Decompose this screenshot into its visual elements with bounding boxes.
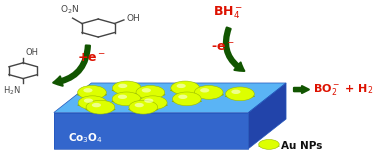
Ellipse shape (128, 108, 158, 111)
Circle shape (136, 85, 165, 99)
Circle shape (138, 96, 167, 110)
Ellipse shape (172, 99, 202, 103)
Text: BO$_2^-$ + H$_2$: BO$_2^-$ + H$_2$ (313, 82, 374, 97)
Ellipse shape (135, 93, 166, 97)
FancyArrowPatch shape (53, 45, 90, 86)
Circle shape (200, 88, 209, 93)
Circle shape (178, 95, 187, 99)
Circle shape (144, 99, 153, 103)
FancyArrowPatch shape (224, 28, 244, 71)
Text: O$_2$N: O$_2$N (60, 3, 79, 16)
Circle shape (226, 87, 254, 101)
Ellipse shape (77, 103, 107, 107)
Circle shape (86, 100, 115, 114)
Text: OH: OH (127, 14, 141, 23)
Ellipse shape (112, 99, 142, 103)
Ellipse shape (225, 94, 255, 98)
Circle shape (142, 88, 151, 93)
Ellipse shape (138, 103, 168, 107)
Ellipse shape (85, 108, 116, 111)
Circle shape (129, 100, 158, 114)
Circle shape (231, 90, 240, 94)
Ellipse shape (170, 88, 200, 92)
Polygon shape (248, 83, 286, 149)
Text: -e$^-$: -e$^-$ (211, 41, 235, 54)
Text: BH$_4^-$: BH$_4^-$ (213, 4, 243, 21)
Polygon shape (54, 113, 248, 149)
Circle shape (259, 139, 279, 149)
Circle shape (177, 84, 186, 88)
Circle shape (78, 96, 107, 110)
FancyArrowPatch shape (294, 86, 309, 93)
Circle shape (171, 81, 200, 95)
Circle shape (84, 88, 93, 93)
Circle shape (77, 85, 106, 99)
Text: H$_2$N: H$_2$N (3, 84, 21, 97)
Ellipse shape (194, 93, 224, 97)
Circle shape (112, 92, 141, 106)
Circle shape (118, 84, 127, 88)
Ellipse shape (258, 145, 280, 148)
Ellipse shape (112, 88, 142, 92)
Circle shape (84, 99, 93, 103)
Circle shape (172, 92, 201, 106)
Circle shape (92, 103, 101, 107)
Text: Co$_3$O$_4$: Co$_3$O$_4$ (68, 131, 102, 145)
Polygon shape (54, 83, 286, 113)
Circle shape (135, 103, 144, 107)
Text: Au NPs: Au NPs (281, 141, 322, 151)
Text: OH: OH (26, 48, 39, 57)
Circle shape (112, 81, 141, 95)
Circle shape (194, 85, 223, 99)
Circle shape (118, 95, 127, 99)
Ellipse shape (77, 93, 107, 97)
Text: +e$^-$: +e$^-$ (77, 52, 106, 65)
